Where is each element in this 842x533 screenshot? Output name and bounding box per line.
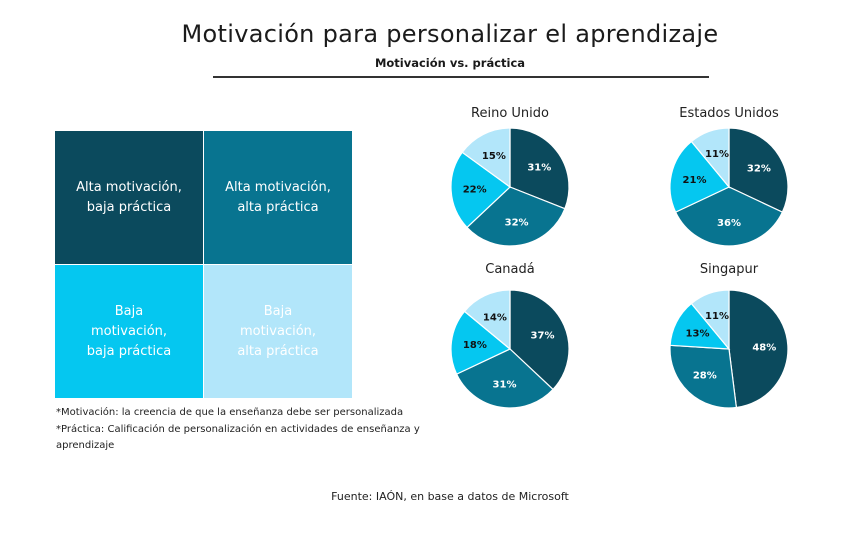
pie-title-reino-unido: Reino Unido [471,106,549,121]
pie-label-singapur-low-motivation-high-practice: 11% [705,311,729,322]
pie-label-singapur-low-motivation-low-practice: 13% [686,328,710,339]
pie-slice-canada-low-motivation-high-practice [463,289,511,351]
pie-label-reino-unido-high-motivation-low-practice: 31% [527,163,551,174]
quadrant-low-motivation-high-practice: Baja motivación, alta práctica [204,265,352,398]
quadrant-high-motivation-low-practice: Alta motivación, baja práctica [55,131,203,264]
pie-label-estados-unidos-low-motivation-high-practice: 11% [705,149,729,160]
pie-canada: Canadá 37% 31% 18% 14% [450,262,570,409]
pie-label-estados-unidos-low-motivation-low-practice: 21% [683,175,707,186]
pie-slice-estados-unidos-high-motivation-high-practice [674,186,784,247]
pie-slice-singapur-high-motivation-low-practice [728,289,789,409]
pie-slice-singapur-low-motivation-high-practice [690,289,730,351]
footnote-practice: *Práctica: Calificación de personalizaci… [56,424,420,451]
pie-label-reino-unido-low-motivation-low-practice: 22% [463,185,487,196]
pie-label-singapur-high-motivation-high-practice: 28% [693,370,717,381]
pie-label-reino-unido-low-motivation-high-practice: 15% [482,151,506,162]
quadrant-high-motivation-high-practice: Alta motivación, alta práctica [204,131,352,264]
pie-estados-unidos: Estados Unidos 32% 36% 21% 11% [669,106,789,247]
pie-slice-reino-unido-high-motivation-high-practice [466,186,566,247]
pie-label-canada-low-motivation-high-practice: 14% [483,313,507,324]
pie-label-canada-low-motivation-low-practice: 18% [463,340,487,351]
pie-slice-singapur-high-motivation-high-practice [669,344,738,409]
chart-subtitle: Motivación vs. práctica [374,56,526,70]
pie-slice-reino-unido-low-motivation-low-practice [450,151,511,229]
footnote-motivation: *Motivación: la creencia de que la enseñ… [56,407,404,418]
pie-singapur: Singapur 48% 28% 13% 11% [669,262,789,409]
pie-slice-canada-high-motivation-high-practice [455,348,554,409]
pie-slice-canada-high-motivation-low-practice [509,289,570,391]
chart-title: Motivación para personalizar el aprendiz… [181,20,719,48]
pie-slice-canada-low-motivation-low-practice [450,310,512,375]
source-note: Fuente: IAÓN, en base a datos de Microso… [331,490,569,503]
pie-label-canada-high-motivation-low-practice: 37% [531,330,555,341]
pie-title-singapur: Singapur [700,262,759,277]
pie-slice-reino-unido-high-motivation-low-practice [509,127,570,210]
pie-slice-estados-unidos-low-motivation-high-practice [690,127,730,189]
pie-title-estados-unidos: Estados Unidos [679,106,779,121]
quadrant-low-motivation-low-practice: Baja motivación, baja práctica [55,265,203,398]
pie-label-canada-high-motivation-high-practice: 31% [493,380,517,391]
pie-reino-unido: Reino Unido 31% 32% 22% 15% [450,106,570,247]
pie-label-singapur-high-motivation-low-practice: 48% [752,342,776,353]
pie-slice-estados-unidos-low-motivation-low-practice [669,140,730,213]
pie-title-canada: Canadá [485,262,534,277]
pie-label-estados-unidos-high-motivation-high-practice: 36% [717,218,741,229]
pie-label-estados-unidos-high-motivation-low-practice: 32% [747,164,771,175]
pie-label-reino-unido-high-motivation-high-practice: 32% [505,217,529,228]
pie-slice-estados-unidos-high-motivation-low-practice [728,127,789,213]
title-divider [213,76,709,78]
pie-slice-reino-unido-low-motivation-high-practice [461,127,511,189]
